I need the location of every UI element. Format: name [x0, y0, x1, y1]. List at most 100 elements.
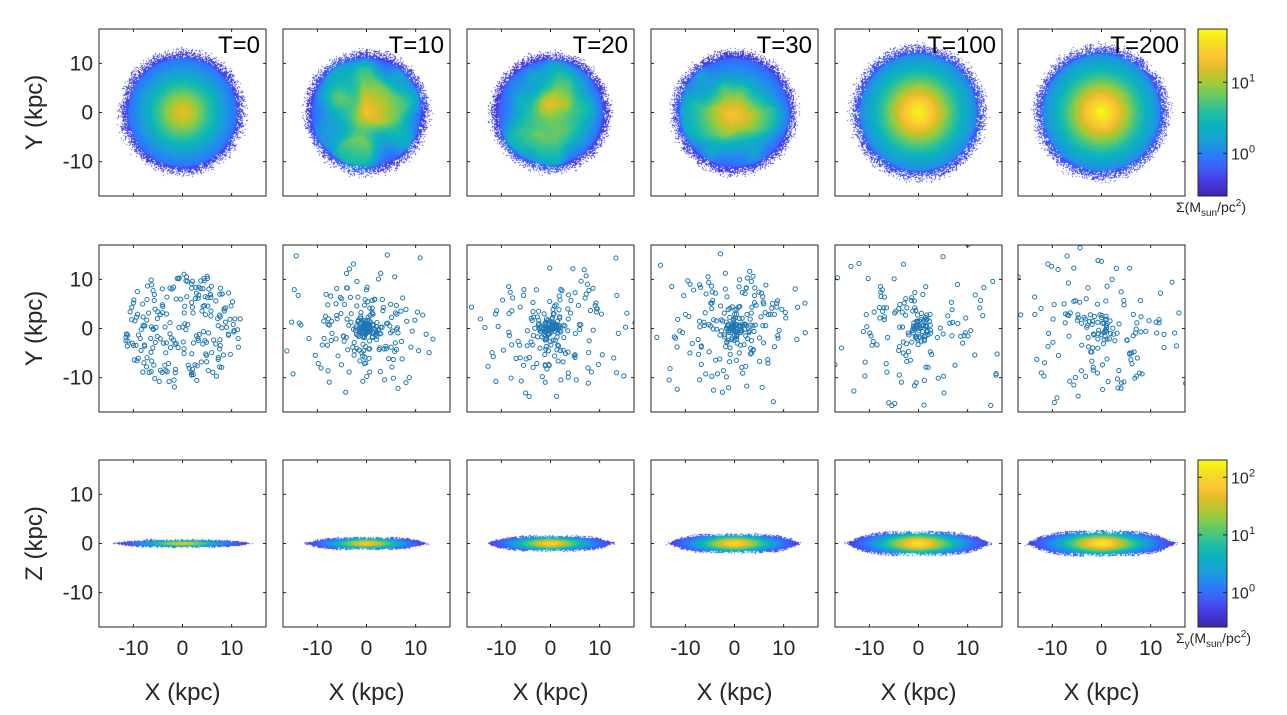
particle-marker	[1118, 380, 1125, 386]
particle-marker	[351, 340, 357, 346]
particle-marker	[614, 370, 620, 376]
particle-marker	[414, 309, 421, 315]
particle-marker	[140, 369, 146, 375]
panel-content	[467, 460, 634, 627]
particle-marker	[733, 357, 739, 363]
particle-marker	[329, 330, 335, 336]
particle-marker	[1077, 245, 1083, 251]
particle-marker	[1138, 329, 1144, 335]
particle-marker	[1096, 245, 1102, 247]
particle-marker	[178, 296, 184, 302]
colorbar-label-part: sun	[1201, 208, 1217, 219]
particle-marker	[552, 353, 558, 359]
particle-marker	[911, 298, 917, 304]
particle-marker	[1132, 375, 1138, 381]
particle-marker	[208, 294, 214, 301]
particle-marker	[717, 251, 724, 257]
particle-marker	[666, 377, 672, 383]
particle-marker	[184, 294, 190, 300]
particle-marker	[404, 318, 410, 324]
particle-marker	[384, 252, 390, 258]
particle-marker	[696, 282, 703, 288]
particle-marker	[760, 323, 766, 329]
particle-marker	[654, 334, 660, 340]
particle-marker	[697, 324, 703, 330]
particle-marker	[1094, 370, 1100, 376]
particle-marker	[203, 352, 210, 358]
particle-marker	[920, 291, 926, 298]
particle-marker	[133, 342, 139, 348]
particle-marker	[751, 300, 758, 306]
particle-marker	[199, 308, 205, 314]
particle-marker	[691, 287, 697, 293]
particle-marker	[750, 323, 756, 329]
particle-marker	[164, 311, 170, 317]
particle-marker	[965, 333, 971, 339]
particle-marker	[530, 342, 536, 348]
particle-marker	[1051, 301, 1057, 308]
particle-marker	[909, 339, 915, 345]
particle-marker	[1077, 299, 1083, 305]
particle-marker	[624, 310, 630, 316]
particle-marker	[171, 377, 177, 383]
particle-marker	[1146, 318, 1152, 324]
particle-marker	[1091, 332, 1097, 338]
particle-marker	[227, 351, 233, 357]
particle-marker	[325, 368, 331, 374]
particle-marker	[124, 343, 130, 349]
particle-marker	[204, 359, 210, 365]
particle-marker	[923, 323, 929, 329]
panel-title: T=30	[757, 32, 812, 59]
particle-marker	[912, 290, 918, 296]
particle-marker	[1091, 313, 1098, 320]
colorbar-tick-exponent: 1	[1249, 525, 1255, 537]
particle-marker	[757, 358, 763, 364]
colorbar-0: 10 010 1Σ(Msun/pc2)	[1176, 28, 1255, 219]
particle-marker	[369, 297, 375, 304]
particle-marker	[702, 310, 708, 316]
particle-marker	[417, 255, 423, 261]
particle-marker	[1154, 330, 1160, 336]
particle-marker	[363, 287, 370, 293]
x-axis-title: X (kpc)	[1063, 679, 1139, 706]
particle-marker	[351, 352, 357, 358]
particle-marker	[406, 374, 412, 381]
particle-marker	[1072, 374, 1078, 381]
particle-marker	[290, 371, 296, 377]
particle-marker	[364, 284, 370, 290]
particle-marker	[904, 305, 910, 311]
particle-marker	[378, 270, 384, 276]
particle-marker	[185, 321, 191, 328]
particle-marker	[1095, 257, 1101, 264]
density-map	[835, 29, 1002, 196]
particle-marker	[718, 328, 725, 334]
panel-r1-c3	[650, 244, 819, 413]
panel-r0-c5: T=200	[1017, 28, 1186, 197]
x-axis-title: X (kpc)	[328, 679, 404, 706]
y-tick-label: 10	[70, 52, 93, 75]
particle-marker	[541, 326, 547, 332]
particle-marker	[159, 302, 165, 308]
particle-marker	[1127, 265, 1133, 271]
particle-marker	[219, 325, 225, 331]
particle-marker	[482, 324, 488, 331]
particle-marker	[181, 310, 187, 316]
particle-marker	[742, 290, 748, 297]
particle-marker	[321, 335, 327, 342]
particle-marker	[1105, 379, 1111, 385]
particle-marker	[714, 326, 720, 332]
particle-marker	[347, 294, 354, 300]
particle-marker	[706, 279, 712, 285]
particle-marker	[154, 315, 160, 322]
particle-marker	[376, 347, 382, 353]
particle-marker	[366, 338, 373, 344]
particle-marker	[530, 308, 536, 315]
particle-marker	[1118, 385, 1124, 391]
particle-marker	[586, 349, 592, 356]
density-map	[1018, 460, 1185, 627]
particle-marker	[358, 309, 364, 316]
particle-marker	[869, 342, 875, 348]
particle-marker	[354, 303, 360, 309]
particle-marker	[1112, 338, 1118, 344]
particle-marker	[1118, 289, 1124, 295]
